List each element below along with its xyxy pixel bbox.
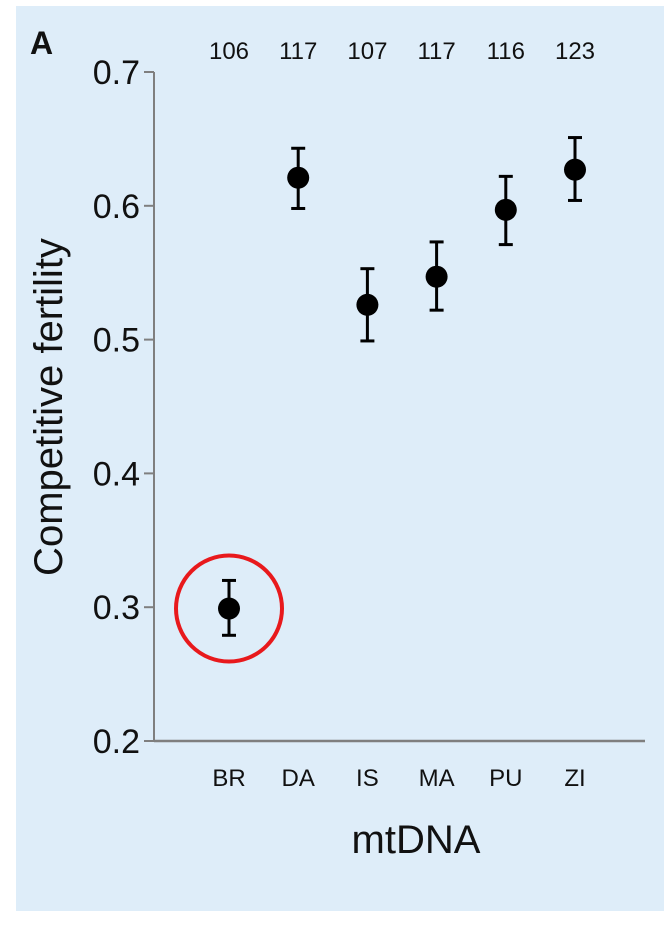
- data-point: [564, 158, 586, 181]
- data-point: [494, 198, 517, 221]
- y-tick-label: 0.3: [93, 589, 140, 627]
- x-tick-label: IS: [356, 765, 379, 792]
- data-point: [356, 293, 379, 316]
- data-point: [425, 265, 448, 288]
- highlight-circle: [174, 553, 284, 664]
- panel-label: A: [30, 25, 53, 61]
- x-axis-label: mtDNA: [352, 818, 481, 862]
- x-tick-label: MA: [419, 765, 455, 792]
- x-tick-label: PU: [489, 765, 522, 792]
- data-point: [287, 166, 310, 189]
- sample-size-label: 123: [555, 38, 595, 65]
- sample-size-label: 106: [209, 38, 249, 65]
- y-tick-label: 0.7: [93, 54, 140, 92]
- chart-panel: [16, 6, 664, 911]
- data-point: [218, 597, 240, 620]
- y-tick-label: 0.4: [93, 455, 140, 493]
- y-axis-label: Competitive fertility: [27, 238, 71, 576]
- sample-size-label: 117: [417, 38, 455, 65]
- y-tick-label: 0.2: [93, 723, 140, 761]
- sample-size-label: 116: [487, 38, 525, 65]
- y-tick-label: 0.6: [93, 188, 140, 226]
- x-tick-label: ZI: [564, 765, 585, 792]
- x-tick-label: DA: [282, 765, 315, 792]
- sample-size-label: 107: [347, 38, 387, 65]
- x-tick-label: BR: [212, 765, 245, 792]
- sample-size-label: 117: [279, 38, 317, 65]
- y-tick-label: 0.5: [93, 322, 140, 360]
